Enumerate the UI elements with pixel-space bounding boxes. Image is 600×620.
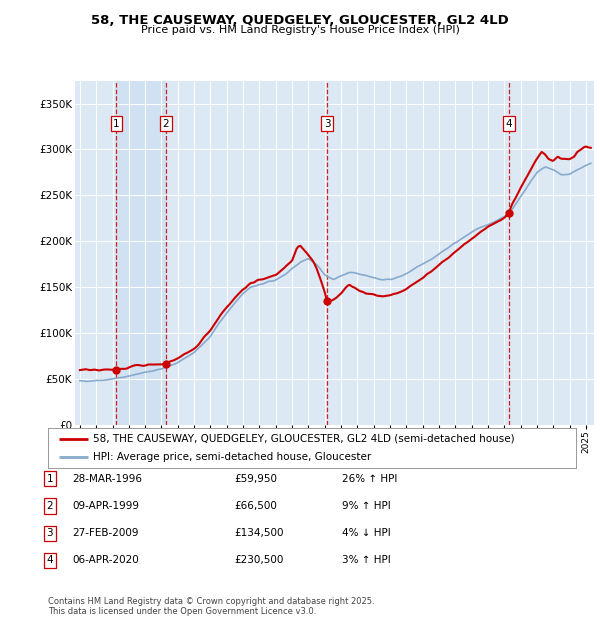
Bar <box>116 81 166 425</box>
Text: 4: 4 <box>46 556 53 565</box>
Text: 4: 4 <box>505 118 512 128</box>
Text: Price paid vs. HM Land Registry's House Price Index (HPI): Price paid vs. HM Land Registry's House … <box>140 25 460 35</box>
Text: 09-APR-1999: 09-APR-1999 <box>72 501 139 511</box>
Text: 3: 3 <box>46 528 53 538</box>
Text: Contains HM Land Registry data © Crown copyright and database right 2025.: Contains HM Land Registry data © Crown c… <box>48 597 374 606</box>
Text: 1: 1 <box>113 118 120 128</box>
Text: £134,500: £134,500 <box>234 528 284 538</box>
Text: 28-MAR-1996: 28-MAR-1996 <box>72 474 142 484</box>
Text: 1: 1 <box>46 474 53 484</box>
Text: 4% ↓ HPI: 4% ↓ HPI <box>342 528 391 538</box>
Text: 3: 3 <box>324 118 331 128</box>
Text: £66,500: £66,500 <box>234 501 277 511</box>
Text: 06-APR-2020: 06-APR-2020 <box>72 556 139 565</box>
Text: 2: 2 <box>46 501 53 511</box>
Text: This data is licensed under the Open Government Licence v3.0.: This data is licensed under the Open Gov… <box>48 606 316 616</box>
Text: 27-FEB-2009: 27-FEB-2009 <box>72 528 139 538</box>
Text: 26% ↑ HPI: 26% ↑ HPI <box>342 474 397 484</box>
Text: 3% ↑ HPI: 3% ↑ HPI <box>342 556 391 565</box>
Text: £230,500: £230,500 <box>234 556 283 565</box>
Text: 58, THE CAUSEWAY, QUEDGELEY, GLOUCESTER, GL2 4LD (semi-detached house): 58, THE CAUSEWAY, QUEDGELEY, GLOUCESTER,… <box>93 433 515 444</box>
Text: HPI: Average price, semi-detached house, Gloucester: HPI: Average price, semi-detached house,… <box>93 452 371 463</box>
Bar <box>75 81 81 425</box>
Text: 2: 2 <box>163 118 169 128</box>
Text: 58, THE CAUSEWAY, QUEDGELEY, GLOUCESTER, GL2 4LD: 58, THE CAUSEWAY, QUEDGELEY, GLOUCESTER,… <box>91 14 509 27</box>
Text: £59,950: £59,950 <box>234 474 277 484</box>
Text: 9% ↑ HPI: 9% ↑ HPI <box>342 501 391 511</box>
